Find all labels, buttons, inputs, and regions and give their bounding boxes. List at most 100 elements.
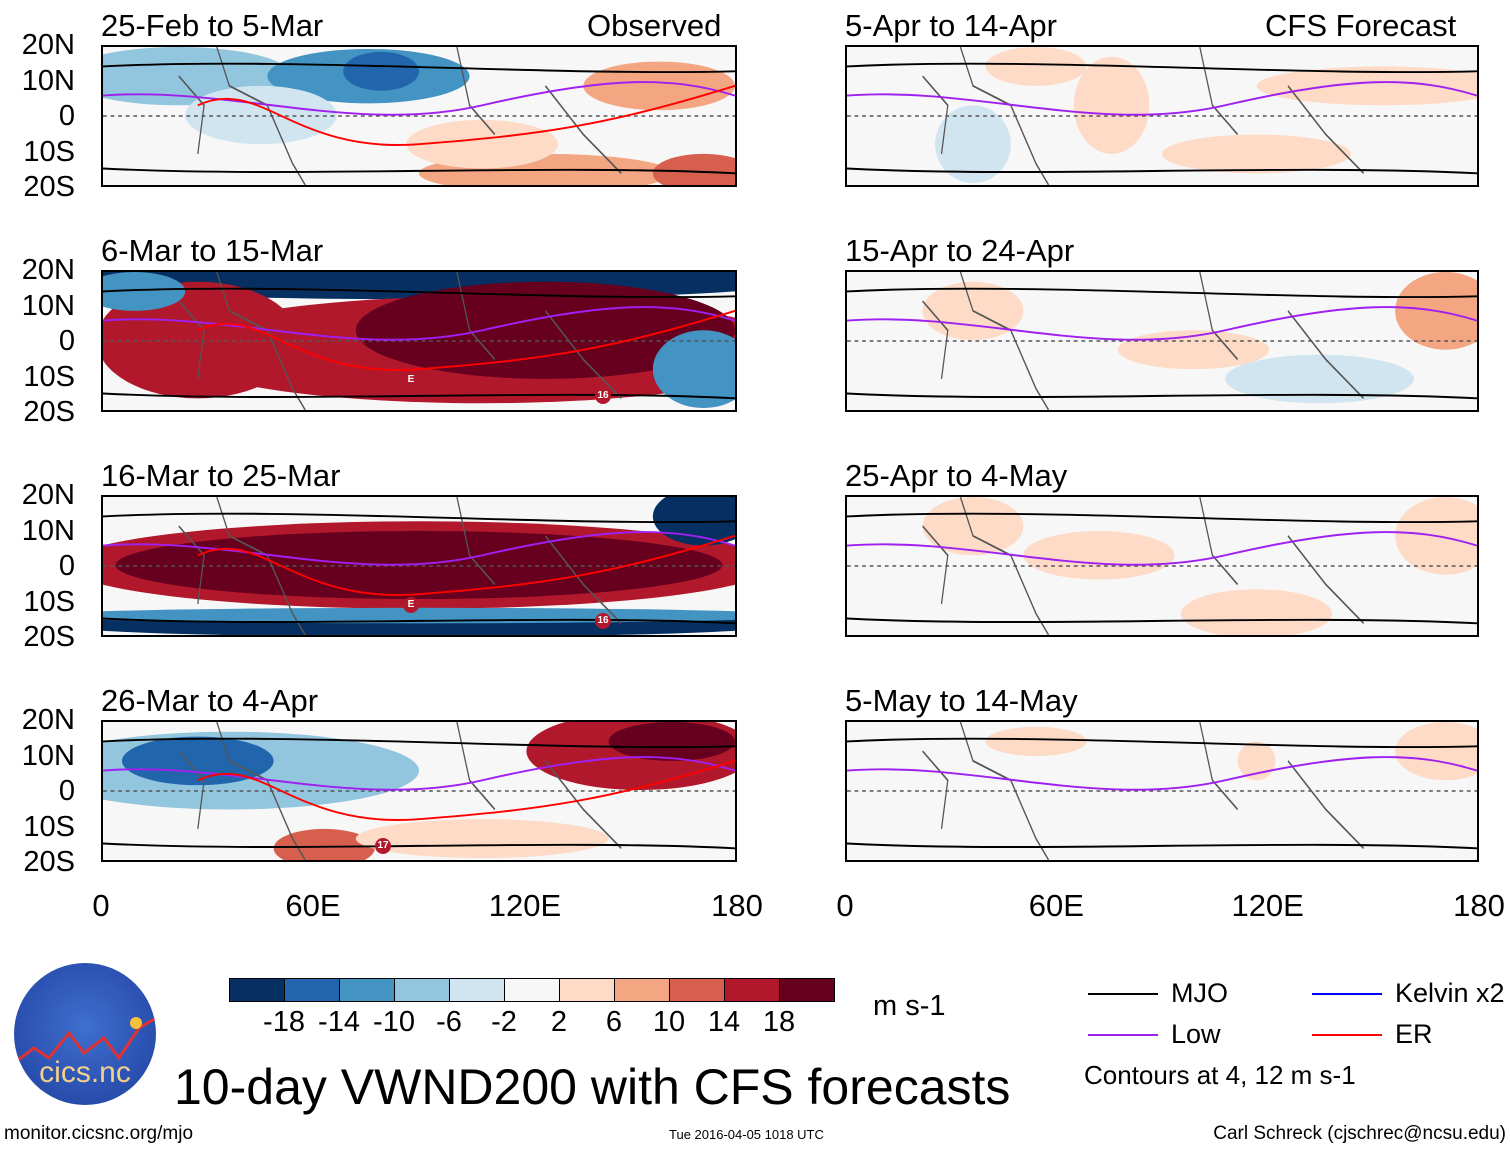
footer-timestamp: Tue 2016-04-05 1018 UTC	[669, 1127, 824, 1142]
er-contour	[197, 309, 735, 371]
anomaly-region	[355, 819, 609, 859]
anomaly-region	[1180, 589, 1333, 635]
storm-marker: E	[403, 597, 419, 613]
anomaly-region	[185, 85, 337, 145]
anomaly-region	[115, 531, 723, 600]
x-tick-label: 180	[1453, 888, 1505, 923]
mjo-contour	[103, 512, 735, 625]
mjo-contour	[103, 737, 735, 850]
forecast-label: CFS Forecast	[1265, 8, 1457, 43]
colorbar-swatch	[669, 978, 725, 1002]
legend-line	[1312, 1034, 1382, 1036]
x-tick-label: 0	[836, 888, 854, 923]
y-tick-label: 0	[58, 100, 75, 132]
panel-title: 26-Mar to 4-Apr	[101, 683, 319, 718]
anomaly-region	[1225, 354, 1414, 404]
y-tick-label: 0	[58, 325, 75, 357]
y-tick-label: 10S	[23, 360, 75, 393]
y-tick-label: 20S	[23, 396, 75, 428]
cics-logo: cics.nc	[14, 963, 156, 1105]
low-contour	[103, 81, 735, 116]
footer-author: Carl Schreck (cjschrec@ncsu.edu)	[1213, 1123, 1506, 1144]
x-tick-label: 60E	[285, 888, 341, 923]
anomaly-region	[1237, 741, 1276, 781]
colorbar-swatch	[614, 978, 670, 1002]
anomaly-region	[583, 61, 735, 111]
anomaly-region	[1256, 66, 1477, 106]
colorbar-swatch	[779, 978, 835, 1002]
colorbar-label: 6	[605, 1006, 623, 1038]
anomaly-region	[1023, 531, 1175, 580]
low-contour	[103, 531, 735, 566]
panel-title: 15-Apr to 24-Apr	[845, 233, 1075, 268]
legend-line	[1312, 993, 1382, 995]
colorbar-label: -18	[263, 1006, 305, 1038]
y-tick-label: 20N	[21, 704, 75, 736]
colorbar-swatch	[504, 978, 560, 1002]
y-tick-label: 10S	[23, 585, 75, 618]
panel-title: 6-Mar to 15-Mar	[101, 233, 324, 268]
map-panel	[845, 720, 1479, 862]
mjo-contour	[847, 737, 1477, 850]
anomaly-region	[985, 726, 1087, 757]
map-panel	[101, 270, 737, 412]
logo-mountains-icon	[14, 1016, 156, 1065]
y-tick-label: 20S	[23, 846, 75, 878]
legend-label: Low	[1171, 1019, 1221, 1049]
anomaly-region	[922, 497, 1024, 556]
y-tick-label: 0	[58, 775, 75, 807]
colorbar-units: m s-1	[873, 990, 946, 1022]
x-tick-label: 120E	[488, 888, 562, 923]
x-tick-label: 60E	[1028, 888, 1084, 923]
map-panel	[101, 495, 737, 637]
map-panel	[101, 720, 737, 862]
observed-label: Observed	[587, 8, 722, 43]
map-panel	[845, 45, 1479, 187]
anomaly-region	[935, 105, 1011, 184]
anomaly-region	[343, 51, 419, 91]
anomaly-region	[273, 828, 375, 860]
er-contour	[197, 759, 735, 821]
legend-label: MJO	[1171, 978, 1228, 1008]
legend-label: Kelvin x2	[1395, 978, 1505, 1008]
anomaly-region	[1073, 56, 1150, 154]
colorbar-swatch	[284, 978, 340, 1002]
anomaly-region	[355, 281, 735, 379]
y-tick-label: 10N	[21, 64, 75, 97]
colorbar-label: -6	[436, 1006, 462, 1038]
colorbar-label: 18	[762, 1006, 796, 1038]
low-contour	[847, 756, 1477, 791]
mjo-contour	[847, 62, 1477, 175]
er-contour	[197, 84, 735, 146]
colorbar-swatch	[449, 978, 505, 1002]
mjo-contour	[103, 287, 735, 400]
low-contour	[847, 81, 1477, 116]
anomaly-region	[652, 153, 735, 185]
mjo-contour	[847, 512, 1477, 625]
anomaly-region	[1395, 722, 1477, 781]
y-tick-label: 10N	[21, 289, 75, 322]
y-tick-label: 20N	[21, 254, 75, 286]
er-contour	[197, 534, 735, 596]
y-tick-label: 10S	[23, 810, 75, 843]
map-panel	[101, 45, 737, 187]
anomaly-region	[1162, 134, 1351, 174]
footer-url[interactable]: monitor.cicsnc.org/mjo	[4, 1123, 194, 1144]
storm-marker: 17	[375, 838, 391, 854]
colorbar-swatch	[559, 978, 615, 1002]
colorbar-label: 2	[550, 1006, 568, 1038]
panel-title: 16-Mar to 25-Mar	[101, 458, 341, 493]
y-tick-label: 20S	[23, 171, 75, 203]
colorbar-swatch	[724, 978, 780, 1002]
y-tick-label: 10N	[21, 514, 75, 547]
panel-title: 5-May to 14-May	[845, 683, 1078, 718]
y-tick-label: 20N	[21, 479, 75, 511]
legend-line	[1088, 1034, 1158, 1036]
y-tick-label: 0	[58, 550, 75, 582]
legend-line	[1088, 993, 1158, 995]
map-panel	[845, 495, 1479, 637]
y-tick-label: 20S	[23, 621, 75, 653]
colorbar-label: -10	[373, 1006, 415, 1038]
panel-title: 25-Feb to 5-Mar	[101, 8, 324, 43]
